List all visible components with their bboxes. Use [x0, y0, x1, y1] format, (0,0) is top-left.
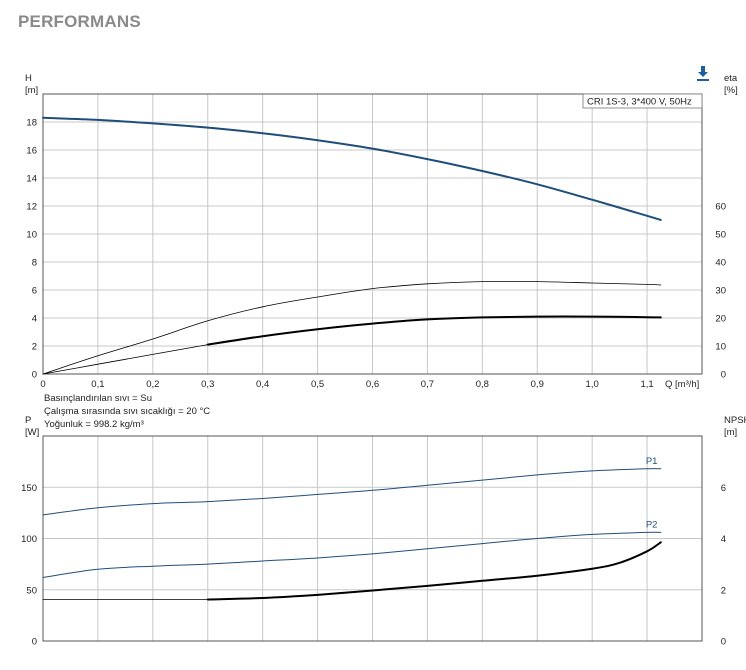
y2-tick-label: 50	[715, 230, 726, 241]
series-label: P1	[646, 456, 658, 467]
plot-frame	[42, 93, 703, 375]
y-tick-label: 100	[21, 534, 37, 545]
download-icon[interactable]	[696, 66, 710, 82]
y-axis-label: [m]	[25, 85, 38, 96]
x-tick-label: 0,1	[91, 379, 104, 390]
y2-tick-label: 30	[715, 286, 726, 297]
y-tick-label: 12	[26, 202, 37, 213]
y2-tick-label: 4	[721, 534, 726, 545]
x-tick-label: 1,1	[640, 379, 653, 390]
y-tick-label: 10	[26, 230, 37, 241]
y-tick-label: 8	[32, 258, 37, 269]
series-line	[42, 280, 662, 375]
y-axis-label: P	[25, 415, 31, 426]
series-line	[42, 116, 662, 221]
y2-tick-label: 60	[715, 202, 726, 213]
y-axis-label: H	[25, 73, 32, 84]
y2-axis-label: NPSH	[724, 415, 746, 426]
note-temperature: Çalışma sırasında sıvı sıcaklığı = 20 °C	[44, 406, 211, 417]
y-tick-label: 2	[32, 342, 37, 353]
y-tick-label: 6	[32, 286, 37, 297]
x-tick-label: 0,4	[256, 379, 269, 390]
legend-box	[582, 93, 703, 109]
y-tick-label: 16	[26, 146, 37, 157]
x-tick-label: 0,6	[366, 379, 379, 390]
y-tick-label: 0	[32, 637, 37, 648]
y-tick-label: 50	[26, 585, 37, 596]
x-tick-label: 0	[40, 379, 45, 390]
plot-frame	[42, 435, 703, 642]
x-tick-label: 0,9	[531, 379, 544, 390]
series-line	[42, 344, 209, 375]
x-tick-label: 0,7	[421, 379, 434, 390]
series-label: P2	[646, 519, 658, 530]
note-fluid: Basınçlandırılan sıvı = Su	[44, 393, 152, 404]
page-title: PERFORMANS	[18, 12, 141, 31]
y2-axis-label: [%]	[724, 85, 738, 96]
head-efficiency-chart: 0 2 4 6 8 10 12 14 16 18 0 10 20 30 40 50 60 0 0,1 0,2 0,3 0,…	[25, 73, 738, 390]
x-tick-label: 0,5	[311, 379, 324, 390]
y2-tick-label: 0	[721, 637, 726, 648]
note-density: Yoğunluk = 998.2 kg/m³	[44, 419, 144, 430]
y2-tick-label: 6	[721, 483, 726, 494]
y2-tick-label: 10	[715, 342, 726, 353]
y-axis-label: [W]	[25, 427, 39, 438]
x-tick-label: 0,3	[201, 379, 214, 390]
y-tick-label: 0	[32, 370, 37, 381]
y2-tick-label: 0	[721, 370, 726, 381]
y-tick-label: 18	[26, 118, 37, 129]
y2-axis-label: [m]	[724, 427, 737, 438]
series-line	[206, 315, 662, 346]
y2-tick-label: 40	[715, 258, 726, 269]
x-tick-label: 0,8	[476, 379, 489, 390]
x-axis-label: Q [m³/h]	[665, 379, 699, 390]
y2-tick-label: 2	[721, 585, 726, 596]
y2-tick-label: 20	[715, 314, 726, 325]
y2-axis-label: eta	[724, 73, 738, 84]
y-tick-label: 4	[32, 314, 37, 325]
x-tick-label: 1,0	[586, 379, 599, 390]
y-tick-label: 14	[26, 174, 37, 185]
series-line	[206, 541, 662, 601]
y-tick-label: 150	[21, 483, 37, 494]
x-tick-label: 0,2	[146, 379, 159, 390]
series-line	[42, 468, 662, 516]
legend: CRI 1S-3, 3*400 V, 50Hz	[582, 93, 703, 109]
grid	[42, 435, 703, 642]
grid	[42, 93, 703, 375]
series-line	[42, 531, 662, 578]
legend-text: CRI 1S-3, 3*400 V, 50Hz	[587, 97, 692, 108]
